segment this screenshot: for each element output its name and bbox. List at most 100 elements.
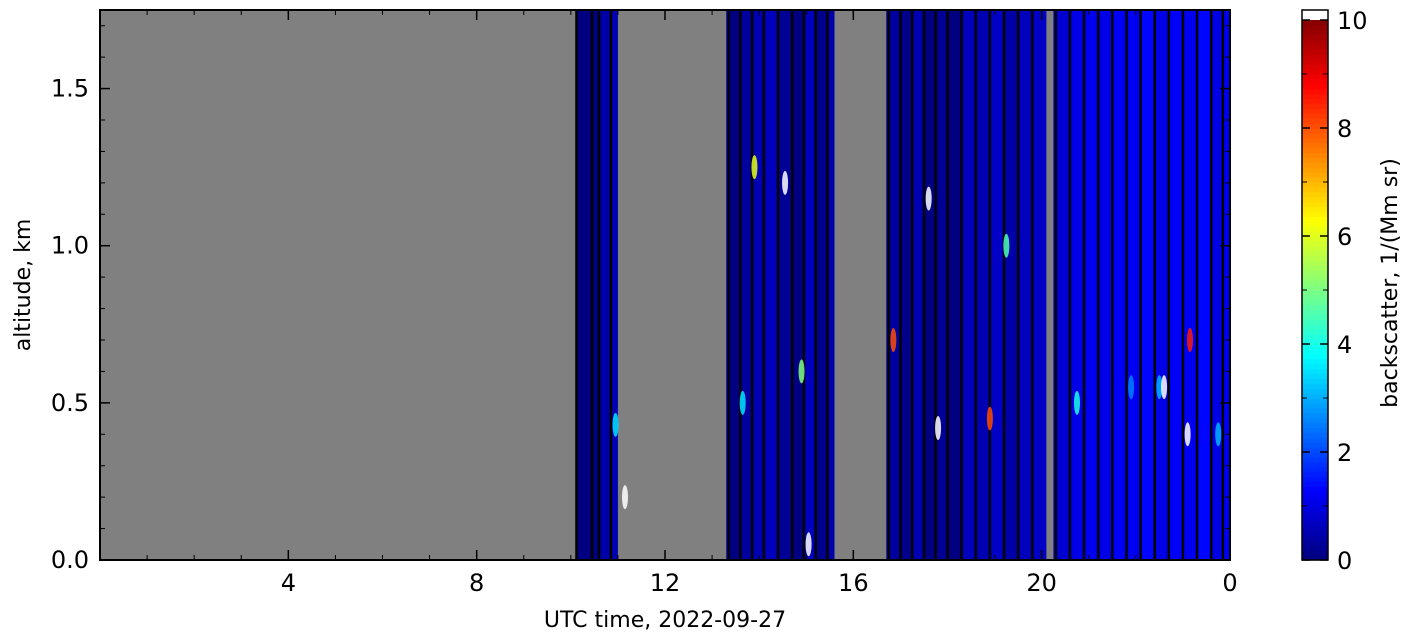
colorbar-tick-label: 8 <box>1337 115 1352 143</box>
colorbar-segment <box>1302 373 1328 379</box>
colorbar-segment <box>1302 329 1328 335</box>
colorbar-segment <box>1302 44 1328 51</box>
colorbar-segment <box>1302 324 1328 330</box>
colorbar-segment <box>1302 265 1328 271</box>
colorbar-segment <box>1302 334 1328 340</box>
data-column <box>599 10 611 560</box>
colorbar-segment <box>1302 496 1328 502</box>
x-tick-label: 4 <box>281 569 296 597</box>
data-column <box>728 10 741 560</box>
colorbar-segment <box>1302 486 1328 492</box>
x-tick-label: 20 <box>1026 569 1057 597</box>
colorbar-segment <box>1302 348 1328 355</box>
colorbar-segment <box>1302 432 1328 438</box>
y-tick-label: 1.5 <box>51 75 89 103</box>
colorbar-segment <box>1302 402 1328 409</box>
colorbar-segment <box>1302 280 1328 286</box>
colorbar-segment <box>1302 177 1328 183</box>
colorbar-segment <box>1302 290 1328 296</box>
colorbar-segment <box>1302 142 1328 149</box>
colorbar-segment <box>1302 422 1328 429</box>
data-column <box>961 10 976 560</box>
colorbar-segment <box>1302 309 1328 316</box>
colorbar-segment <box>1302 437 1328 443</box>
data-point <box>1003 233 1010 258</box>
colorbar-segment <box>1302 64 1328 70</box>
colorbar-segment <box>1302 216 1328 222</box>
y-tick-label: 0.0 <box>51 546 89 574</box>
colorbar-segment <box>1302 240 1328 247</box>
colorbar-segment <box>1302 113 1328 119</box>
colorbar-segment <box>1302 201 1328 208</box>
data-point <box>621 485 628 510</box>
colorbar-segment <box>1302 74 1328 80</box>
colorbar-segment <box>1302 442 1328 448</box>
missing-interval <box>1046 10 1054 560</box>
colorbar-segment <box>1302 452 1328 458</box>
colorbar-segment <box>1302 123 1328 129</box>
colorbar-segment <box>1302 393 1328 399</box>
colorbar-tick-label: 0 <box>1337 547 1352 575</box>
missing-interval <box>834 10 887 560</box>
data-column <box>923 10 936 560</box>
colorbar-segment <box>1302 98 1328 105</box>
colorbar-segment <box>1302 147 1328 154</box>
colorbar-segment <box>1302 250 1328 257</box>
data-point <box>890 328 897 352</box>
x-tick-label: 12 <box>650 569 681 597</box>
data-column <box>1211 10 1223 560</box>
colorbar-segment <box>1302 501 1328 507</box>
colorbar-segment <box>1302 339 1328 345</box>
colorbar-segment <box>1302 481 1328 487</box>
data-point <box>1128 375 1135 400</box>
data-column <box>975 10 990 560</box>
missing-interval <box>617 10 727 560</box>
data-column <box>1055 10 1070 560</box>
colorbar-segment <box>1302 417 1328 424</box>
colorbar-segment <box>1302 182 1328 188</box>
colorbar-segment <box>1302 285 1328 291</box>
colorbar-segment <box>1302 236 1328 242</box>
colorbar-segment <box>1302 461 1328 468</box>
data-point <box>612 412 619 437</box>
colorbar-segment <box>1302 54 1328 60</box>
data-column <box>1069 10 1085 560</box>
colorbar-segment <box>1302 353 1328 360</box>
data-column <box>900 10 913 560</box>
data-column <box>1098 10 1113 560</box>
colorbar-segment <box>1302 137 1328 144</box>
x-tick-label: 8 <box>469 569 484 597</box>
colorbar-segment <box>1302 221 1328 227</box>
data-column <box>815 10 828 560</box>
colorbar-segment <box>1302 427 1328 433</box>
data-column <box>792 10 804 560</box>
plot-area <box>100 10 1230 560</box>
colorbar-segment <box>1302 555 1328 561</box>
data-column <box>912 10 924 560</box>
y-axis: 0.0 0.5 1.0 1.5 <box>51 25 1230 574</box>
colorbar-segment <box>1302 530 1328 537</box>
colorbar-segment <box>1302 103 1328 109</box>
colorbar-segment <box>1302 24 1328 31</box>
data-column <box>778 10 793 560</box>
data-point <box>1186 328 1193 352</box>
colorbar-segment <box>1302 471 1328 478</box>
missing-interval <box>100 10 576 560</box>
data-column <box>935 10 948 560</box>
colorbar-segment <box>1302 363 1328 370</box>
data-point <box>935 416 942 440</box>
x-tick-label: 0 <box>1222 569 1237 597</box>
colorbar-segment <box>1302 59 1328 65</box>
data-point <box>782 170 789 195</box>
colorbar-segment <box>1302 412 1328 419</box>
data-point <box>798 359 805 384</box>
colorbar-segment <box>1302 294 1328 301</box>
colorbar-segment <box>1302 545 1328 551</box>
colorbar-segment <box>1302 299 1328 306</box>
colorbar-segment <box>1302 510 1328 517</box>
data-column <box>1182 10 1198 560</box>
data-column <box>888 10 901 560</box>
colorbar-segment <box>1302 172 1328 178</box>
x-axis-label: UTC time, 2022-09-27 <box>544 608 786 633</box>
